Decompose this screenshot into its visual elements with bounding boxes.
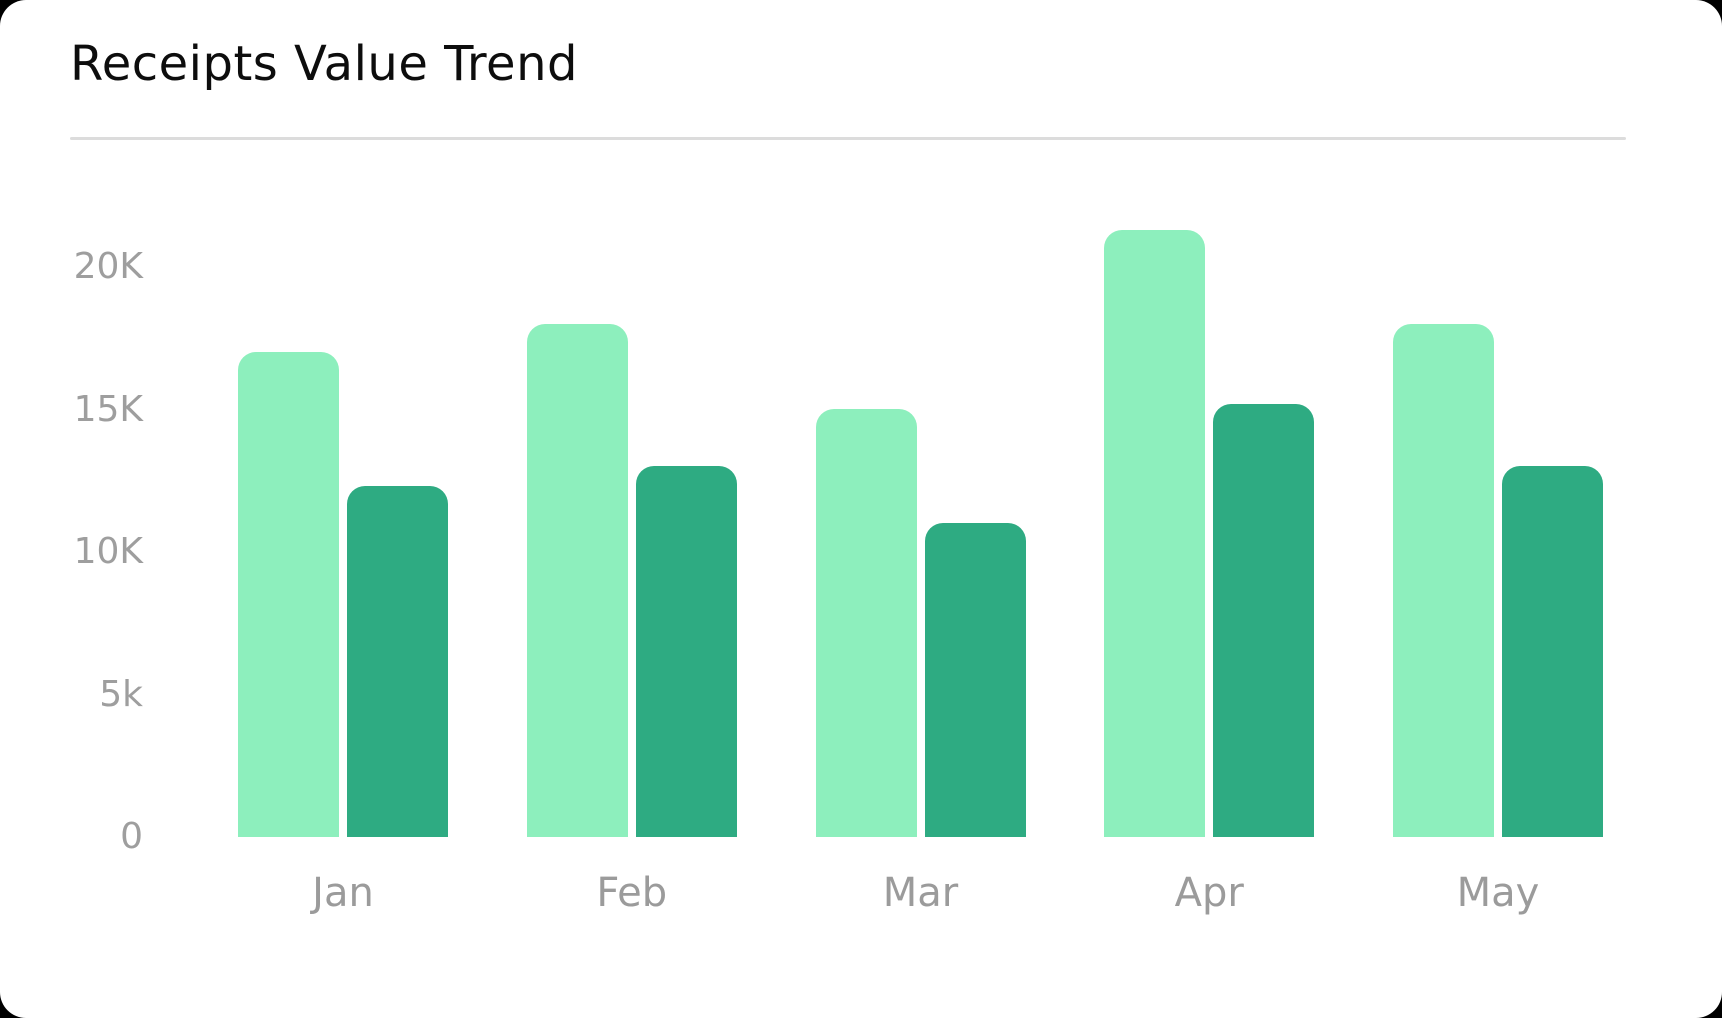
y-axis-tick: 10K [73,531,143,572]
bar-mar-light [815,409,917,837]
x-axis-label: Jan [312,870,374,916]
plot-area: Jan Feb Mar Apr May [238,210,1603,913]
bar-feb-light [526,324,628,837]
bar-group-jan: Jan [238,210,448,913]
title-divider [70,137,1626,140]
y-axis-tick: 0 [120,816,143,857]
bar-group-mar: Mar [815,210,1026,913]
y-axis-tick: 5k [99,673,143,715]
bar-apr-light [1104,230,1206,837]
bar-jan-dark [347,486,448,837]
bar-jan-light [238,352,339,837]
x-axis-label: Feb [596,870,668,916]
y-axis-tick: 15K [73,388,143,430]
bar-chart: 0 5k 10K 15K 20K Jan Feb Mar Apr May [70,210,1626,913]
y-axis-tick: 20K [73,246,143,287]
y-axis: 0 5k 10K 15K 20K [70,210,143,855]
x-axis-label: May [1456,870,1540,916]
bar-feb-dark [635,466,737,837]
x-axis-label: Mar [882,870,959,916]
bar-may-light [1393,324,1494,837]
bar-apr-dark [1213,404,1315,837]
bar-mar-dark [924,523,1026,837]
bar-group-feb: Feb [526,210,737,913]
bar-group-may: May [1393,210,1603,913]
x-axis-label: Apr [1174,870,1244,916]
bar-group-apr: Apr [1104,210,1315,913]
chart-title: Receipts Value Trend [70,36,578,92]
bar-may-dark [1502,466,1603,837]
